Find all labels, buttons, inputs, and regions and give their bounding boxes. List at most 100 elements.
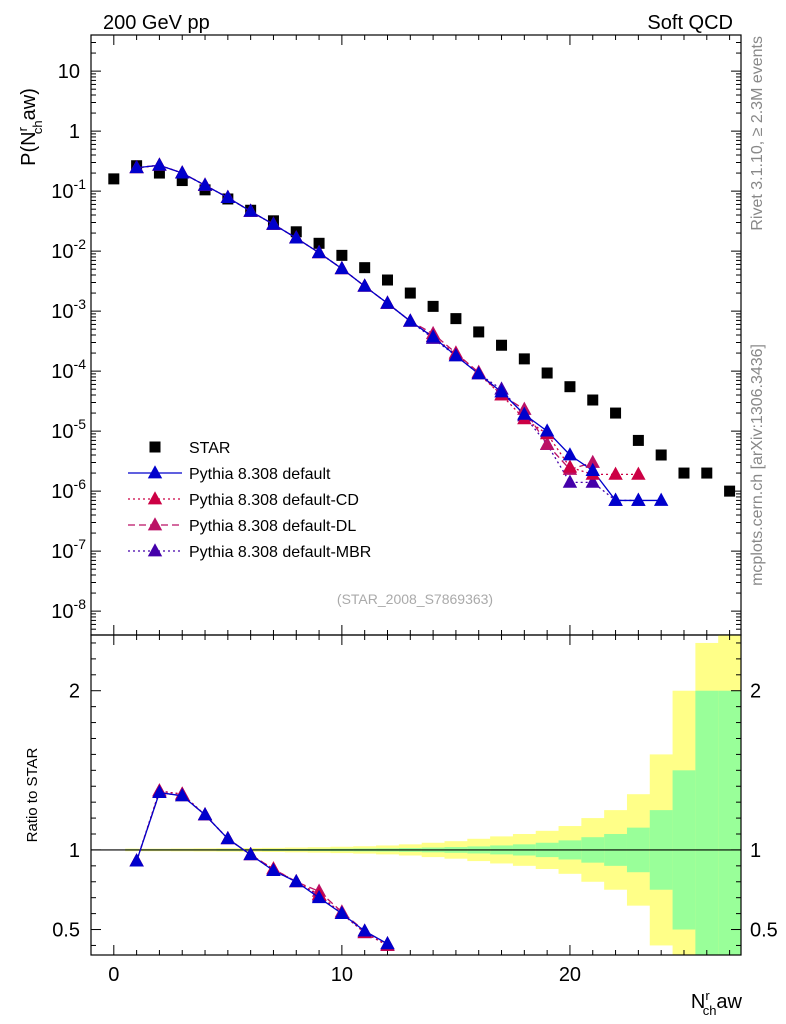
- triangle-marker: [653, 492, 669, 506]
- triangle-marker: [539, 423, 555, 437]
- triangle-marker: [562, 474, 578, 488]
- side-rivet-text: Rivet 3.1.10, ≥ 2.3M events: [749, 36, 766, 231]
- star-point: [108, 173, 120, 185]
- band-inner: [695, 690, 719, 955]
- triangle-marker: [608, 492, 623, 506]
- legend-label: Pythia 8.308 default: [189, 466, 331, 483]
- main-panel: 10-8 10-7 10-6 10-5 10-4 10-3 10-2 10-1 1 10: [51, 34, 742, 636]
- triangle-marker: [471, 366, 486, 380]
- star-point: [359, 262, 371, 274]
- y-tick-label: 2: [69, 681, 80, 703]
- star-point: [610, 407, 622, 419]
- triangle-marker: [243, 203, 258, 217]
- triangle-marker: [311, 244, 327, 259]
- star-point: [724, 485, 736, 497]
- svg-text:Nrchaw: Nr chaw: [691, 988, 743, 1018]
- triangle-marker: [357, 923, 372, 937]
- y-tick-label-right: 0.5: [750, 920, 778, 942]
- triangle-marker: [334, 905, 350, 920]
- triangle-marker: [425, 329, 441, 343]
- ratio-ylabel: Ratio to STAR: [24, 747, 41, 842]
- triangle-marker: [380, 295, 395, 309]
- star-point: [655, 449, 667, 461]
- triangle-marker: [631, 466, 646, 480]
- star-point: [176, 175, 188, 187]
- triangle-marker: [448, 348, 464, 362]
- y-tick-label: 1: [69, 840, 80, 862]
- triangle-marker: [631, 492, 646, 506]
- triangle-marker: [129, 853, 144, 867]
- legend-label: STAR: [189, 440, 230, 457]
- triangle-marker: [152, 784, 167, 799]
- y-tick-label: 10-1: [51, 176, 86, 203]
- triangle-marker: [608, 466, 623, 480]
- triangle-marker: [585, 462, 600, 476]
- star-point: [153, 167, 165, 179]
- y-tick-label: 0.5: [52, 920, 80, 942]
- svg-text:P(Nrchaw): P(Nrchaw): [15, 88, 45, 166]
- triangle-marker: [220, 189, 236, 203]
- y-tick-label: 10-8: [51, 596, 86, 623]
- star-point: [313, 237, 325, 249]
- y-tick-label-right: 2: [750, 681, 761, 703]
- main-ylabel: P(Nrchaw): [15, 88, 45, 166]
- x-tick-label: 10: [331, 964, 353, 986]
- ratio-line: [135, 790, 388, 947]
- star-point: [496, 339, 508, 351]
- ratio-line: [135, 791, 388, 945]
- triangle-marker: [403, 313, 418, 327]
- legend-marker: [149, 441, 161, 453]
- star-point: [450, 313, 462, 325]
- triangle-marker: [585, 454, 600, 468]
- y-tick-label: 10-2: [51, 236, 86, 263]
- triangle-marker: [147, 491, 163, 505]
- triangle-marker: [380, 936, 395, 950]
- star-point: [564, 381, 576, 393]
- triangle-marker: [220, 830, 236, 845]
- star-point: [473, 326, 485, 338]
- y-tick-label: 10: [58, 61, 80, 83]
- y-tick-label: 10-5: [51, 416, 86, 443]
- triangle-marker: [562, 459, 578, 473]
- triangle-marker: [289, 230, 304, 244]
- star-point: [336, 249, 348, 261]
- ratio-xlabel: Nr chaw: [691, 988, 743, 1018]
- triangle-marker: [175, 165, 190, 179]
- star-point: [541, 367, 553, 379]
- legend-label: Pythia 8.308 default-CD: [189, 492, 359, 509]
- triangle-marker: [585, 474, 600, 488]
- y-tick-label: 1: [69, 121, 80, 143]
- triangle-marker: [357, 278, 372, 292]
- legend-label: Pythia 8.308 default-MBR: [189, 544, 371, 561]
- side-mcplots-text: mcplots.cern.ch [arXiv:1306.3436]: [749, 344, 766, 586]
- ratio-panel: 0 10 20 0.5 0.5 1 1 2 2: [52, 634, 778, 986]
- triangle-marker: [147, 517, 163, 531]
- star-point: [404, 287, 416, 299]
- star-point: [427, 300, 439, 312]
- ratio-frame: [90, 634, 742, 956]
- star-point: [587, 394, 599, 406]
- star-point: [632, 434, 644, 446]
- triangle-marker: [147, 543, 163, 557]
- triangle-marker: [129, 159, 144, 174]
- star-point: [678, 467, 690, 479]
- left-title: 200 GeV pp: [103, 12, 210, 34]
- star-point: [518, 353, 530, 365]
- y-tick-label-right: 1: [750, 840, 761, 862]
- triangle-marker: [175, 787, 190, 802]
- triangle-marker: [517, 406, 532, 420]
- star-point: [381, 274, 393, 286]
- band-inner: [718, 690, 742, 955]
- triangle-marker: [539, 436, 555, 450]
- y-tick-label: 10-7: [51, 536, 86, 563]
- series-line: [136, 164, 639, 476]
- triangle-marker: [197, 177, 213, 191]
- x-tick-label: 20: [559, 964, 581, 986]
- triangle-marker: [311, 889, 327, 904]
- watermark: (STAR_2008_S7869363): [337, 591, 493, 607]
- legend-label: Pythia 8.308 default-DL: [189, 518, 356, 535]
- triangle-marker: [494, 384, 509, 398]
- triangle-marker: [243, 846, 258, 861]
- triangle-marker: [197, 807, 213, 821]
